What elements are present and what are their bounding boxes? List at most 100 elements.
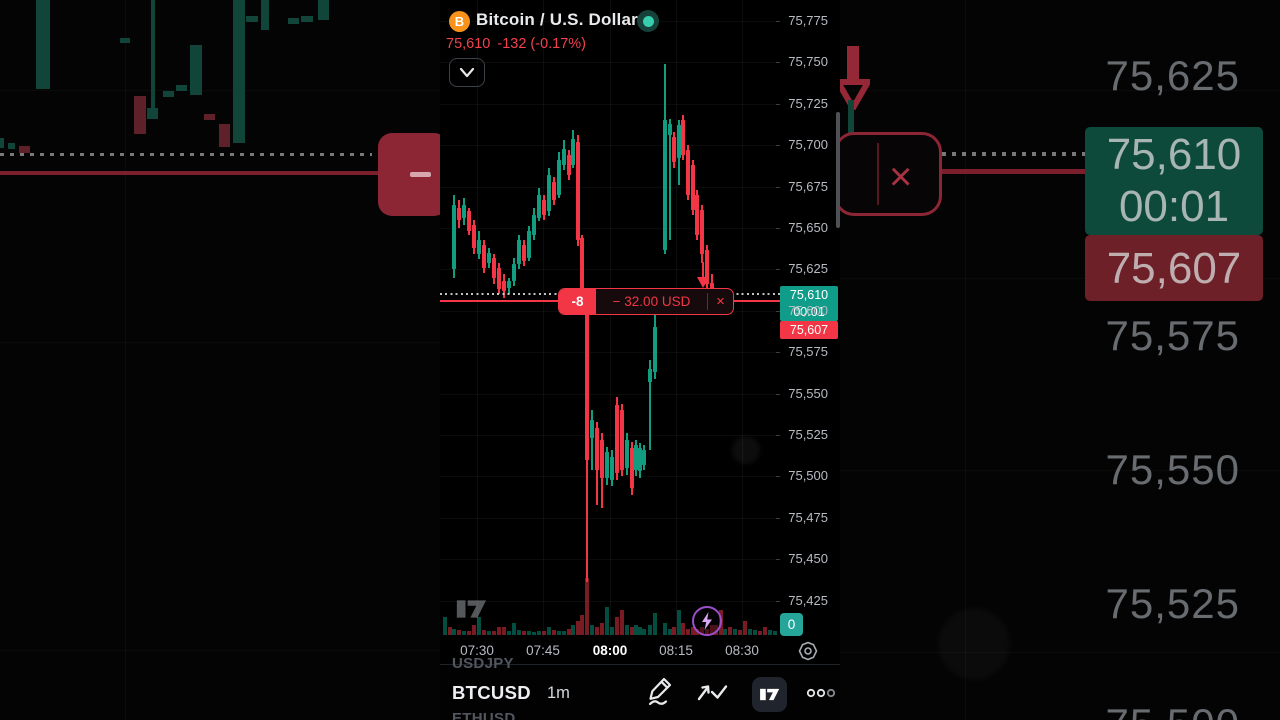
tradingview-watermark-icon (456, 600, 487, 618)
time-axis[interactable]: 07:30 07:45 08:00 08:15 08:30 (440, 637, 840, 664)
candle (677, 125, 681, 159)
price-tick-label: 75,725 (788, 95, 828, 111)
candlestick-chart[interactable]: B Bitcoin / U.S. Dollar 75,610 -132 (-0.1… (440, 0, 840, 637)
time-tick-label: 08:00 (592, 643, 628, 658)
position-pnl[interactable]: − 32.00 USD (612, 294, 691, 309)
volume-bar (562, 631, 566, 635)
volume-bar (576, 621, 580, 635)
candle (620, 410, 624, 470)
chart-scrollbar[interactable] (836, 112, 840, 228)
volume-bar (537, 631, 541, 635)
volume-bar (522, 631, 526, 635)
next-symbol-label[interactable]: ETHUSD (452, 710, 516, 720)
time-gridline (477, 0, 478, 637)
last-price-badge: 75,607 (780, 321, 838, 339)
bg-entry-badge: 75,610 00:01 (1085, 127, 1263, 235)
volume-bar (642, 629, 646, 635)
volume-bar (630, 627, 634, 635)
volume-bar (773, 631, 777, 635)
bg-candle (190, 45, 202, 95)
candle (705, 249, 709, 285)
volume-bar (653, 613, 657, 635)
candle (648, 368, 652, 382)
expand-header-button[interactable] (449, 58, 485, 87)
close-position-button[interactable]: × (716, 293, 725, 310)
volume-bar (477, 617, 481, 635)
price-tick (776, 559, 780, 561)
entry-price: 75,610 (789, 288, 829, 302)
volume-bar (615, 617, 619, 635)
bg-candle (318, 0, 329, 20)
bg-position-badge (378, 133, 440, 216)
touch-indicator (732, 436, 760, 464)
position-widget[interactable]: -8 − 32.00 USD × (558, 288, 734, 315)
market-status-icon[interactable] (637, 10, 659, 32)
candle (691, 165, 695, 210)
previous-symbol-label[interactable]: USDJPY (452, 655, 514, 672)
volume-bar (681, 623, 685, 635)
time-tick-label: 08:15 (659, 643, 693, 658)
volume-bar (552, 630, 556, 635)
bg-gridline (0, 650, 440, 651)
bg-candle (147, 108, 158, 119)
candle (487, 252, 491, 263)
price-gridline (440, 21, 780, 22)
background-right-panel: × 75,610 00:01 75,607 75,625 75,575 75,550… (840, 0, 1280, 720)
price-gridline (440, 600, 780, 602)
minus-icon (410, 172, 431, 177)
symbol-button[interactable]: BTCUSD (452, 682, 531, 703)
bg-candle (204, 114, 215, 120)
volume-bar (502, 627, 506, 635)
volume-bar (497, 627, 501, 635)
time-tick-label: 08:30 (725, 643, 759, 658)
price-tick-label: 75,675 (788, 178, 828, 194)
price-tick-label: 75,775 (788, 13, 828, 28)
price-gridline (440, 62, 780, 64)
market-open-dot (642, 15, 654, 27)
candle (522, 244, 526, 262)
chart-settings-button[interactable] (797, 640, 819, 662)
bg-pill-divider (877, 143, 879, 205)
volume-bar (686, 629, 690, 635)
candle (600, 439, 604, 479)
candle (695, 194, 699, 235)
bg-candle (288, 18, 299, 24)
candle (537, 194, 541, 219)
bg-candle (19, 146, 30, 153)
price-tick (776, 517, 780, 519)
entry-price-badge[interactable]: 75,610 00:01 (780, 286, 838, 321)
volume-bar (620, 610, 624, 635)
bg-entry-price: 75,610 (1106, 130, 1242, 179)
price-gridline (440, 228, 780, 229)
time-gridline (610, 0, 611, 637)
quick-trade-button[interactable] (692, 606, 722, 636)
volume-bar (443, 617, 447, 635)
indicators-button[interactable] (696, 680, 730, 704)
bg-price-label: 75,525 (1105, 580, 1240, 627)
draw-tool-button[interactable] (646, 675, 676, 709)
volume-bar (517, 630, 521, 635)
interval-button[interactable]: 1m (547, 684, 570, 702)
time-gridline (676, 0, 677, 637)
candle (610, 456, 614, 480)
price-tick (776, 145, 780, 147)
toolbar-divider (440, 664, 840, 665)
position-quantity-badge[interactable]: -8 (559, 289, 596, 314)
bg-entry-timer: 00:01 (1118, 182, 1230, 231)
price-tick-label: 75,650 (788, 220, 828, 235)
candle (576, 141, 580, 240)
bg-entry-line (942, 152, 1085, 156)
volume-bar (723, 629, 727, 635)
volume-bar (758, 631, 762, 635)
tradingview-logo-button[interactable] (752, 677, 787, 712)
symbol-title[interactable]: Bitcoin / U.S. Dollar (476, 10, 638, 29)
volume-bar (728, 627, 732, 635)
tradingview-logo-icon (759, 688, 779, 701)
bg-gridline (0, 90, 440, 91)
price-gridline (440, 103, 780, 105)
more-options-button[interactable] (806, 688, 836, 698)
candle (595, 428, 599, 470)
bg-candle (134, 96, 146, 134)
volume-bar (452, 629, 456, 635)
bg-candle (36, 0, 50, 89)
